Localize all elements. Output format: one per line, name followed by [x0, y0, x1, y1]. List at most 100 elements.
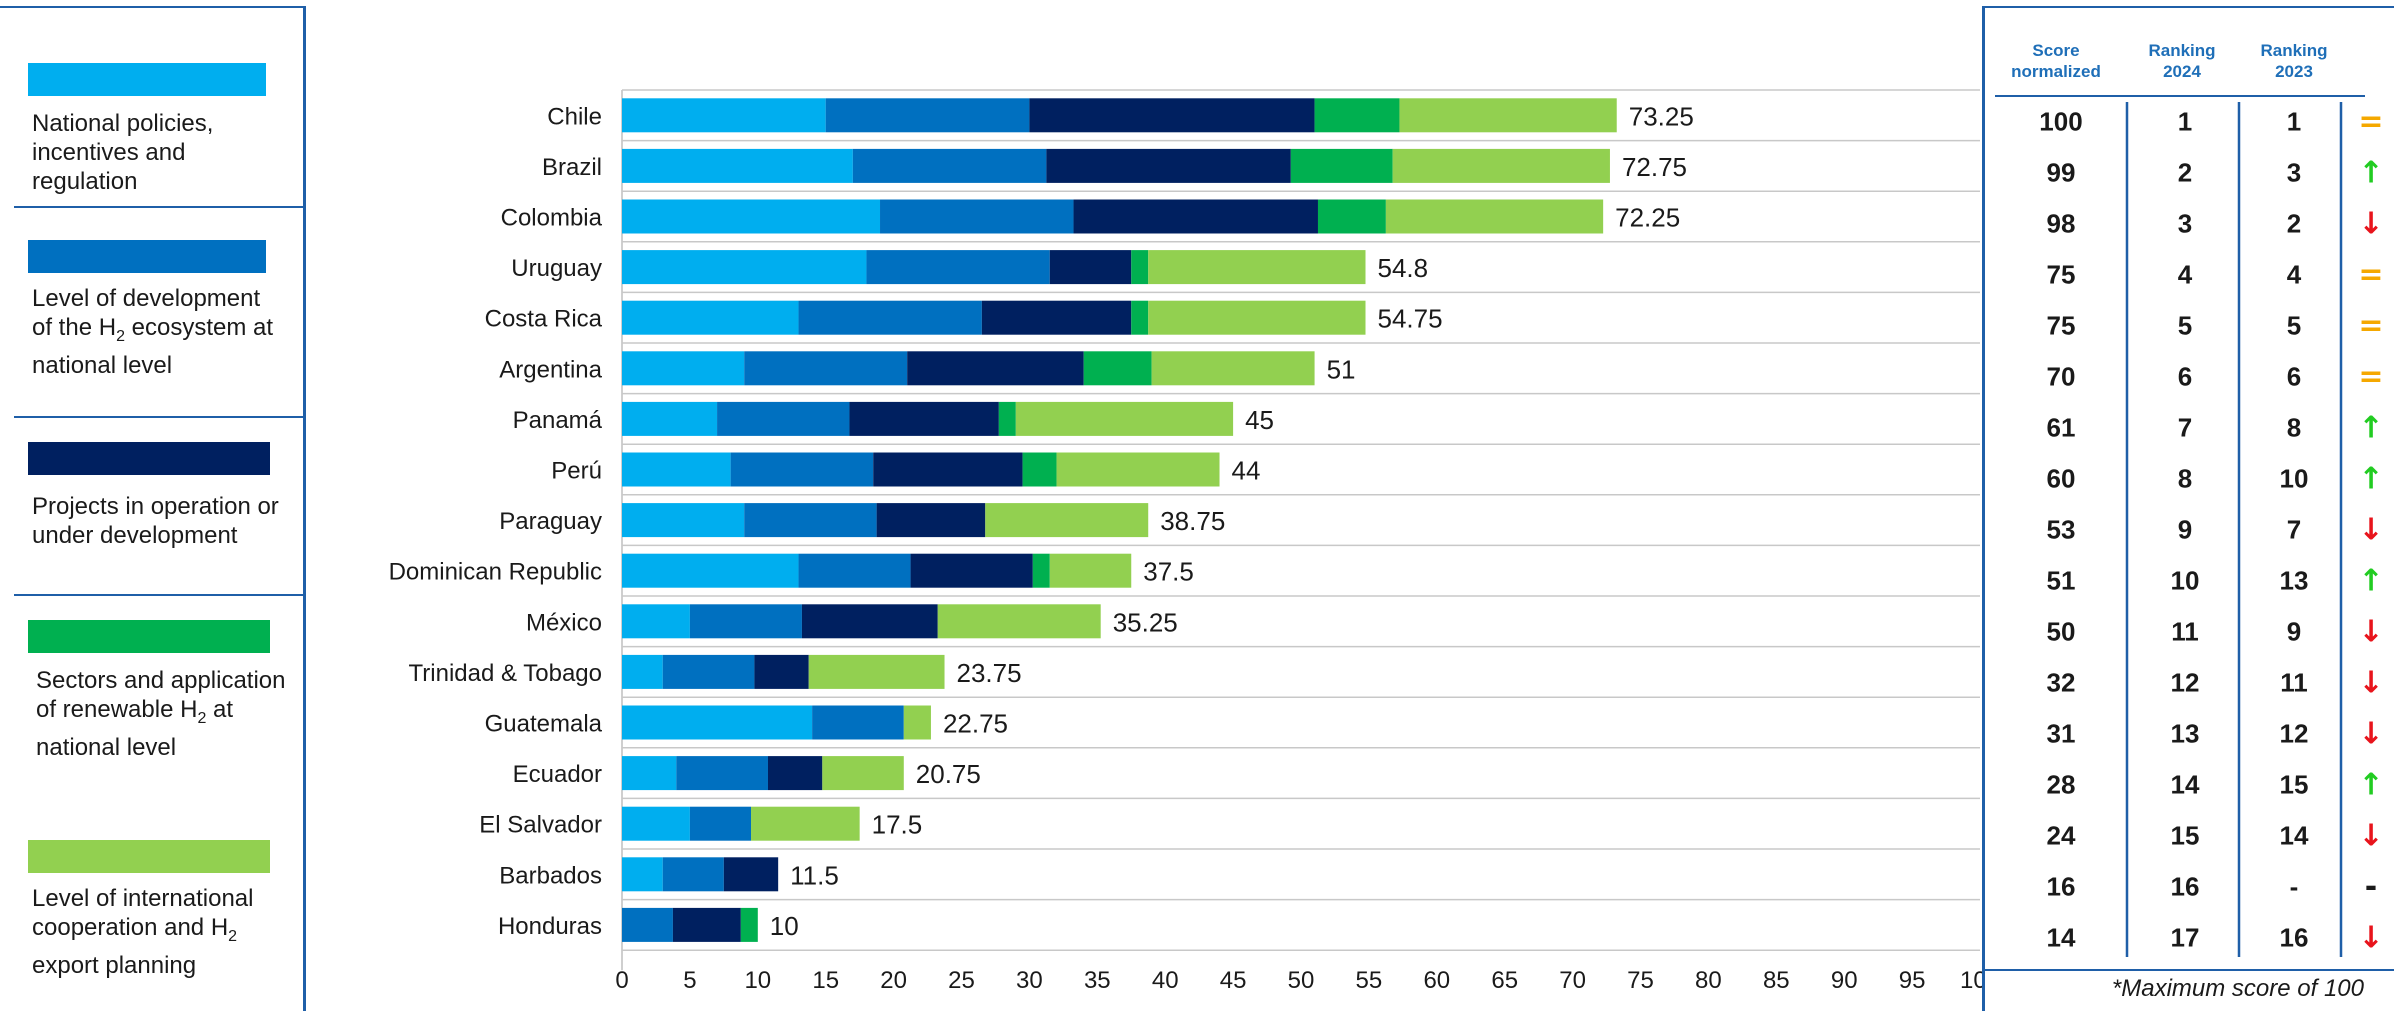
- bar-segment: [876, 503, 986, 538]
- bar-segment: [751, 806, 860, 841]
- score-cell: 14: [2047, 923, 2076, 953]
- bar-segment: [852, 148, 1047, 183]
- rank-2024-cell: 17: [2171, 923, 2200, 953]
- total-label: 22.75: [943, 709, 1008, 739]
- bar-segment: [1029, 98, 1315, 133]
- score-cell: 98: [2047, 209, 2076, 239]
- rank-2023-cell: 6: [2287, 362, 2301, 392]
- total-label: 54.8: [1378, 253, 1429, 283]
- category-label: Colombia: [501, 205, 603, 232]
- category-label: México: [526, 609, 602, 636]
- bar-segment: [937, 604, 1101, 639]
- category-label: Uruguay: [511, 255, 602, 282]
- ranking-table: 100 1 1 =99 2 3 ↑98 3 2 ↓75 4 4 =75 5 5 =70 6 6 =61 7 8 ↑60 8 1…: [1985, 95, 2394, 971]
- bar-segment: [1151, 351, 1315, 386]
- category-label: Costa Rica: [485, 306, 603, 333]
- x-tick-label: 90: [1831, 967, 1858, 994]
- bar-segment: [1148, 300, 1366, 335]
- bar-segment: [801, 604, 938, 639]
- trend-up-icon: ↑: [2358, 411, 2383, 446]
- header-rank-2024-line2: 2024: [2163, 62, 2201, 81]
- bar-segment: [1049, 553, 1132, 588]
- x-tick-label: 70: [1559, 967, 1586, 994]
- rank-2024-cell: 1: [2178, 107, 2192, 137]
- bar-segment: [1314, 98, 1400, 133]
- rank-2023-cell: 7: [2287, 515, 2301, 545]
- bar-segment: [1049, 250, 1132, 285]
- rank-2024-cell: 6: [2178, 362, 2192, 392]
- rank-2023-cell: 12: [2280, 719, 2309, 749]
- legend-label-projects: Projects in operation or under developme…: [32, 493, 279, 549]
- total-label: 54.75: [1378, 304, 1443, 334]
- bar-segment: [1385, 199, 1604, 234]
- score-cell: 51: [2047, 566, 2076, 596]
- bar-segment: [1046, 148, 1291, 183]
- rank-2024-cell: 4: [2178, 260, 2193, 290]
- bar-segment: [798, 553, 911, 588]
- total-label: 72.75: [1622, 152, 1687, 182]
- score-cell: 16: [2047, 872, 2076, 902]
- trend-down-icon: ↓: [2358, 819, 2383, 854]
- bar-segment: [910, 553, 1033, 588]
- bar-segment: [689, 604, 802, 639]
- bar-segment: [622, 351, 745, 386]
- total-label: 51: [1327, 354, 1356, 384]
- bar-segment: [1056, 452, 1220, 487]
- x-tick-label: 100: [1960, 967, 1982, 994]
- bar-segment: [622, 654, 663, 689]
- bar-segment: [622, 553, 799, 588]
- rank-2023-cell: 14: [2280, 821, 2309, 851]
- bar-segment: [622, 604, 690, 639]
- bar-segment: [822, 756, 904, 791]
- bar-segment: [622, 98, 826, 133]
- x-tick-label: 65: [1491, 967, 1518, 994]
- bar-segment: [1148, 250, 1366, 285]
- score-cell: 53: [2047, 515, 2076, 545]
- x-tick-label: 55: [1356, 967, 1383, 994]
- legend-label-sectors: Sectors and application of renewable H2 …: [36, 667, 286, 761]
- rank-2024-cell: 12: [2171, 668, 2200, 698]
- x-tick-label: 95: [1899, 967, 1926, 994]
- bar-segment: [676, 756, 768, 791]
- bar-segment: [622, 250, 867, 285]
- legend-divider: [14, 594, 303, 596]
- score-cell: 32: [2047, 668, 2076, 698]
- total-label: 72.25: [1615, 203, 1680, 233]
- trend-down-icon: ↓: [2358, 717, 2383, 752]
- bar-segment: [689, 806, 752, 841]
- rank-2024-cell: 15: [2171, 821, 2200, 851]
- trend-down-icon: ↓: [2358, 207, 2383, 242]
- trend-up-icon: ↑: [2358, 156, 2383, 191]
- total-label: 17.5: [872, 810, 923, 840]
- total-label: 11.5: [790, 860, 839, 890]
- rank-2024-cell: 7: [2178, 413, 2192, 443]
- bar-segment: [622, 503, 745, 538]
- category-labels: Chile Brazil Colombia Uruguay Costa Rica Arge…: [389, 103, 603, 940]
- total-label: 45: [1245, 405, 1274, 435]
- bar-segment: [1317, 199, 1386, 234]
- rank-2024-cell: 3: [2178, 209, 2192, 239]
- bar-segment: [825, 98, 1030, 133]
- x-tick-label: 75: [1627, 967, 1654, 994]
- trend-down-icon: ↓: [2358, 921, 2383, 956]
- score-cell: 28: [2047, 770, 2076, 800]
- x-tick-label: 60: [1423, 967, 1450, 994]
- bar-segment: [1131, 300, 1149, 335]
- bar-segment: [873, 452, 1023, 487]
- bar-segment: [744, 503, 877, 538]
- legend-swatch-cooperation: [28, 840, 270, 873]
- header-rank-2023-line2: 2023: [2275, 62, 2313, 81]
- total-label: 20.75: [916, 759, 981, 789]
- x-tick-label: 15: [812, 967, 839, 994]
- rank-2023-cell: 13: [2280, 566, 2309, 596]
- total-label: 73.25: [1629, 101, 1694, 131]
- x-tick-label: 30: [1016, 967, 1043, 994]
- bar-segment: [723, 857, 779, 892]
- score-cell: 100: [2039, 107, 2082, 137]
- bar-segment: [903, 705, 931, 740]
- category-label: Dominican Republic: [389, 559, 602, 586]
- legend-label-ecosystem: Level of development of the H2 ecosystem…: [32, 285, 274, 379]
- bar-segment: [622, 756, 677, 791]
- bar-segment: [1131, 250, 1149, 285]
- legend-swatch-policies: [28, 63, 266, 96]
